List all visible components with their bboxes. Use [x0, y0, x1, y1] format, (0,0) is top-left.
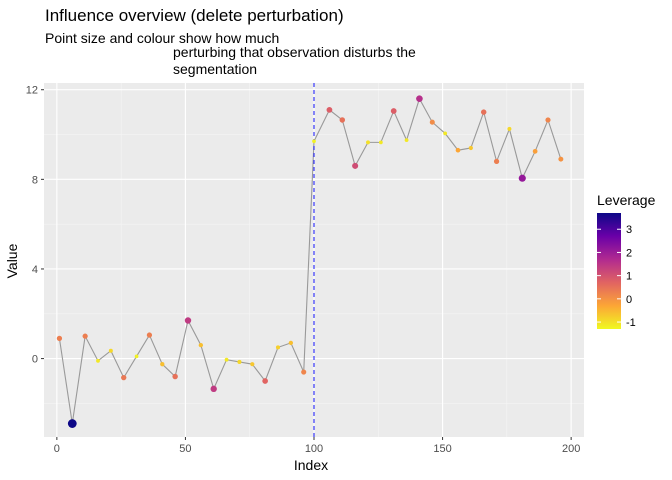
data-point — [108, 348, 113, 353]
legend-ticks: -1 0 1 2 3 — [597, 224, 636, 329]
data-point — [67, 419, 77, 428]
x-tick-label: 200 — [562, 443, 580, 455]
data-point — [558, 156, 564, 162]
data-point — [429, 119, 435, 125]
data-point — [480, 109, 487, 115]
data-point — [507, 126, 512, 131]
data-point — [262, 378, 268, 384]
data-point — [160, 362, 165, 367]
y-tick-label: 12 — [26, 85, 38, 97]
x-tick-label: 50 — [179, 443, 191, 455]
data-point — [134, 354, 139, 359]
data-point — [146, 332, 153, 338]
legend-colorbar — [597, 213, 621, 329]
legend-title: Leverage — [597, 192, 656, 208]
data-point — [224, 357, 229, 362]
y-axis-ticks: 0 4 8 12 — [26, 85, 44, 366]
x-tick-label: 100 — [305, 443, 323, 455]
x-axis-label: Index — [294, 457, 328, 473]
y-axis-label: Value — [4, 243, 20, 278]
data-point — [455, 147, 461, 153]
data-point — [378, 140, 383, 145]
data-point — [312, 139, 316, 144]
legend-tick-label: 3 — [626, 224, 632, 236]
x-tick-label: 150 — [433, 443, 451, 455]
legend-tick-label: 2 — [626, 247, 632, 259]
legend-tick-label: -1 — [626, 317, 636, 329]
data-point — [172, 373, 178, 380]
legend-tick-label: 1 — [626, 271, 632, 283]
series-line — [58, 97, 562, 424]
data-point — [416, 95, 423, 102]
chart-subtitle-line-1: Point size and colour show how much — [45, 30, 279, 46]
data-point — [82, 333, 88, 339]
data-point — [184, 317, 192, 324]
data-point — [198, 342, 204, 348]
data-point — [301, 369, 307, 375]
data-point — [250, 362, 255, 367]
data-point — [468, 145, 473, 151]
data-point — [237, 359, 242, 364]
chart-subtitle-line-3: segmentation — [173, 61, 257, 77]
data-point — [275, 345, 281, 350]
data-point — [96, 358, 100, 363]
data-point — [352, 162, 359, 169]
data-point — [518, 174, 526, 182]
y-tick-label: 0 — [32, 354, 38, 366]
y-tick-label: 8 — [32, 174, 38, 186]
x-axis-ticks: 0 50 100 150 200 — [54, 437, 580, 455]
data-point — [210, 385, 217, 393]
data-points — [56, 95, 564, 428]
chart-subtitle-line-2: perturbing that observation disturbs the — [173, 44, 416, 60]
data-point — [545, 117, 551, 123]
data-point — [532, 148, 538, 154]
y-tick-label: 4 — [32, 264, 38, 276]
x-tick-label: 0 — [54, 443, 60, 455]
legend: Leverage -1 0 1 2 3 — [597, 192, 656, 329]
data-point — [326, 106, 333, 113]
data-point — [288, 340, 294, 346]
data-point — [443, 131, 448, 136]
legend-tick-label: 0 — [626, 294, 632, 306]
chart-title: Influence overview (delete perturbation) — [45, 6, 344, 25]
data-point — [404, 138, 409, 143]
data-point — [339, 117, 346, 123]
data-point — [366, 140, 370, 145]
data-point — [56, 335, 63, 342]
data-point — [390, 108, 397, 114]
data-point — [493, 158, 500, 165]
data-point — [121, 374, 127, 381]
